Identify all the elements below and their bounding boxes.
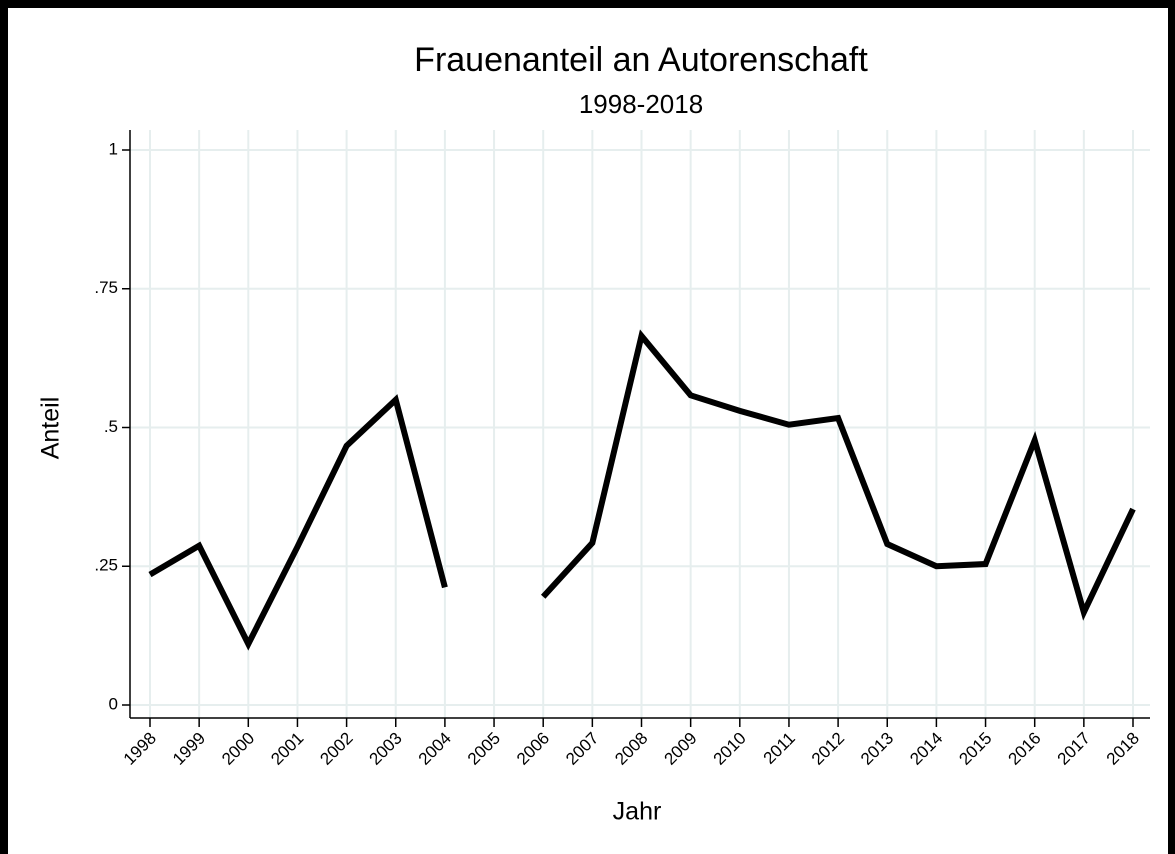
x-axis-label: Jahr: [613, 798, 662, 826]
y-tick-label: 1: [109, 139, 118, 158]
chart-subtitle: 1998-2018: [579, 89, 703, 119]
y-tick-label: .75: [94, 278, 118, 297]
chart-title: Frauenanteil an Autorenschaft: [414, 41, 868, 79]
y-axis-label: Anteil: [37, 397, 65, 460]
y-tick-label: .5: [104, 417, 118, 436]
y-tick-label: 0: [109, 694, 118, 713]
line-series: [148, 329, 1136, 651]
background: [8, 8, 1168, 854]
y-tick-label: .25: [94, 556, 118, 575]
